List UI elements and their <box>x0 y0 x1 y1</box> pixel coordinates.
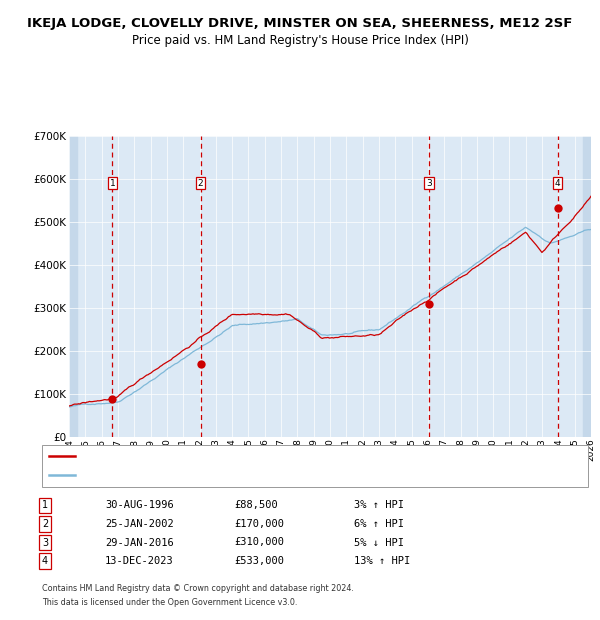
Text: £88,500: £88,500 <box>234 500 278 510</box>
Text: 29-JAN-2016: 29-JAN-2016 <box>105 538 174 547</box>
Text: HPI: Average price, detached house, Swale: HPI: Average price, detached house, Swal… <box>79 471 260 479</box>
Text: £170,000: £170,000 <box>234 519 284 529</box>
Text: 4: 4 <box>42 556 48 566</box>
Text: 2: 2 <box>198 179 203 187</box>
Bar <box>69 136 77 437</box>
Text: 3: 3 <box>426 179 432 187</box>
Text: 13-DEC-2023: 13-DEC-2023 <box>105 556 174 566</box>
Text: 3% ↑ HPI: 3% ↑ HPI <box>354 500 404 510</box>
Text: 6% ↑ HPI: 6% ↑ HPI <box>354 519 404 529</box>
Bar <box>583 136 591 437</box>
Text: Price paid vs. HM Land Registry's House Price Index (HPI): Price paid vs. HM Land Registry's House … <box>131 34 469 47</box>
Text: 25-JAN-2002: 25-JAN-2002 <box>105 519 174 529</box>
Text: IKEJA LODGE, CLOVELLY DRIVE, MINSTER ON SEA, SHEERNESS, ME12 2SF: IKEJA LODGE, CLOVELLY DRIVE, MINSTER ON … <box>28 17 572 30</box>
Text: 2: 2 <box>42 519 48 529</box>
Text: 4: 4 <box>555 179 560 187</box>
Text: 5% ↓ HPI: 5% ↓ HPI <box>354 538 404 547</box>
Text: 1: 1 <box>110 179 115 187</box>
Text: 3: 3 <box>42 538 48 547</box>
Text: IKEJA LODGE, CLOVELLY DRIVE, MINSTER ON SEA, SHEERNESS, ME12 2SF (detached house: IKEJA LODGE, CLOVELLY DRIVE, MINSTER ON … <box>79 452 463 461</box>
Text: £310,000: £310,000 <box>234 538 284 547</box>
Text: This data is licensed under the Open Government Licence v3.0.: This data is licensed under the Open Gov… <box>42 598 298 608</box>
Text: £533,000: £533,000 <box>234 556 284 566</box>
Text: 30-AUG-1996: 30-AUG-1996 <box>105 500 174 510</box>
Text: 1: 1 <box>42 500 48 510</box>
Text: 13% ↑ HPI: 13% ↑ HPI <box>354 556 410 566</box>
Text: Contains HM Land Registry data © Crown copyright and database right 2024.: Contains HM Land Registry data © Crown c… <box>42 584 354 593</box>
